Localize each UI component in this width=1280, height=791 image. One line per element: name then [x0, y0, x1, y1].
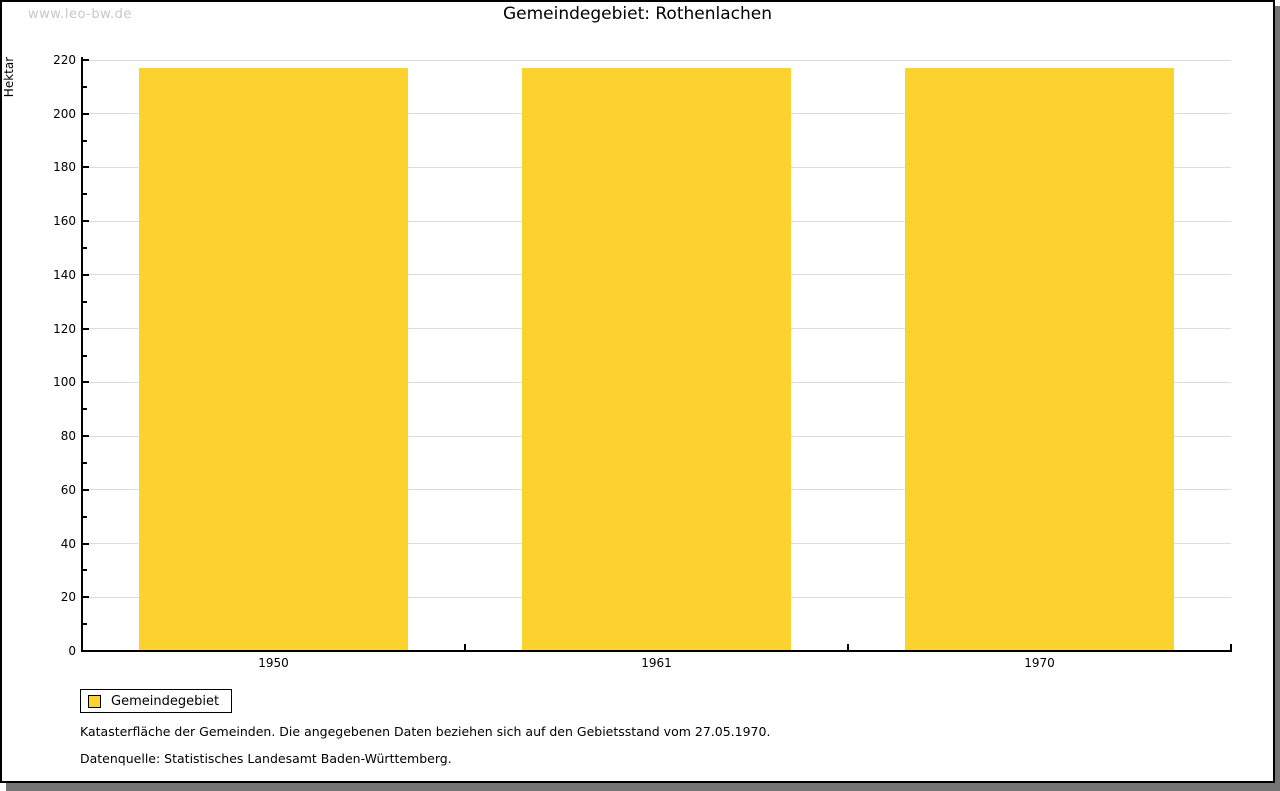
watermark: www.leo-bw.de — [28, 7, 132, 22]
y-minor-tick — [83, 515, 87, 518]
frame-shadow-right — [1275, 6, 1280, 785]
y-major-tick — [83, 112, 89, 115]
y-tick-label: 0 — [68, 644, 76, 658]
y-minor-tick — [83, 354, 87, 357]
y-major-tick — [83, 273, 89, 276]
y-tick-label: 100 — [53, 375, 76, 390]
gridline — [82, 59, 1231, 61]
y-minor-tick — [83, 300, 87, 303]
frame-shadow-bottom — [6, 783, 1280, 791]
y-tick-label: 60 — [60, 482, 76, 497]
y-tick-label: 20 — [60, 590, 76, 605]
y-minor-tick — [83, 139, 87, 142]
y-major-tick — [83, 327, 89, 330]
x-tick-label-1950: 1950 — [258, 656, 289, 670]
x-tick-label-1970: 1970 — [1024, 656, 1055, 670]
y-minor-tick — [83, 408, 87, 411]
legend-label: Gemeindegebiet — [111, 693, 220, 709]
bar-1950 — [139, 68, 408, 651]
bar-1961 — [522, 68, 791, 651]
y-major-tick — [83, 59, 89, 61]
y-tick-label: 40 — [60, 536, 76, 551]
y-tick-label: 180 — [53, 160, 76, 175]
y-tick-label: 160 — [53, 214, 76, 229]
y-tick-label: 120 — [53, 321, 76, 336]
legend-swatch — [88, 694, 101, 708]
bar-1970 — [905, 68, 1174, 651]
footnote-data-source: Datenquelle: Statistisches Landesamt Bad… — [80, 751, 452, 766]
y-minor-tick — [83, 569, 87, 572]
y-major-tick — [83, 596, 89, 599]
y-major-tick — [83, 488, 89, 491]
y-minor-tick — [83, 85, 87, 88]
y-major-tick — [83, 435, 89, 438]
y-tick-label: 200 — [53, 106, 76, 121]
legend-box: Gemeindegebiet — [80, 689, 232, 713]
x-axis-line — [81, 650, 1232, 652]
y-minor-tick — [83, 193, 87, 196]
y-minor-tick — [83, 247, 87, 250]
y-tick-label: 80 — [60, 429, 76, 444]
y-tick-label: 220 — [53, 53, 76, 67]
y-major-tick — [83, 381, 89, 384]
chart-title: Gemeindegebiet: Rothenlachen — [502, 4, 773, 24]
y-major-tick — [83, 542, 89, 545]
footnote-source-note: Katasterfläche der Gemeinden. Die angege… — [80, 724, 771, 739]
y-major-tick — [83, 220, 89, 223]
y-minor-tick — [83, 461, 87, 464]
y-axis-line — [81, 57, 83, 652]
x-tick-label-1961: 1961 — [641, 656, 672, 670]
x-boundary-tick — [1230, 644, 1232, 650]
y-minor-tick — [83, 623, 87, 626]
y-major-tick — [83, 166, 89, 169]
x-boundary-tick — [464, 644, 466, 650]
x-boundary-tick — [847, 644, 849, 650]
y-tick-label: 140 — [53, 267, 76, 282]
y-major-tick — [83, 650, 89, 652]
